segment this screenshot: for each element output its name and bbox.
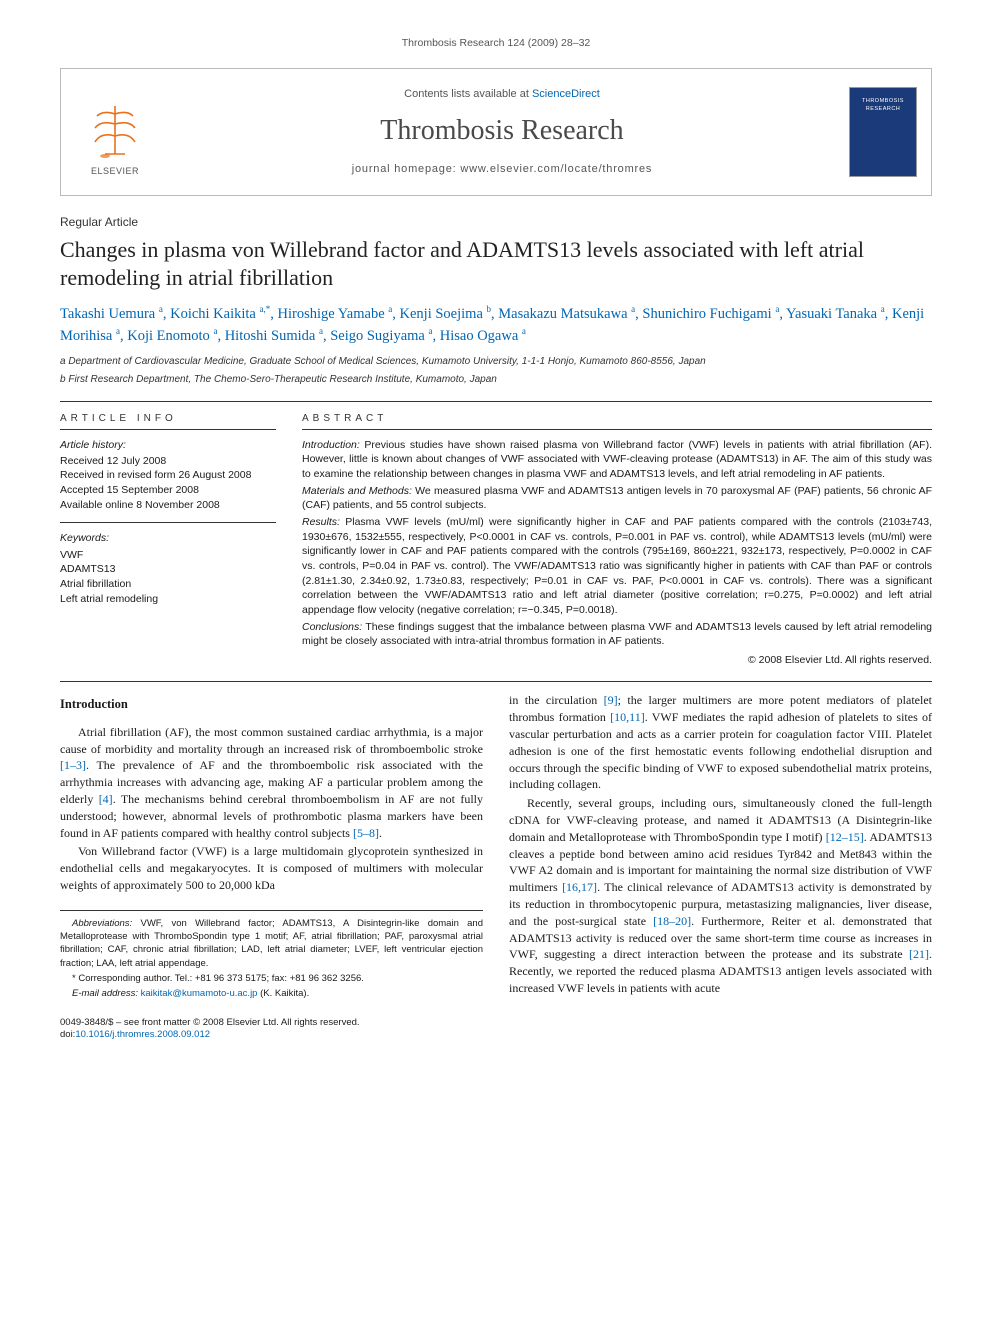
history-received: Received 12 July 2008 [60,454,276,469]
article-type: Regular Article [60,214,932,230]
citation-link[interactable]: [4] [99,792,113,806]
body-paragraph: Recently, several groups, including ours… [509,795,932,997]
keyword: VWF [60,548,276,563]
corr-text: Tel.: +81 96 373 5175; fax: +81 96 362 3… [172,973,364,984]
citation-link[interactable]: [16,17] [562,880,597,894]
sciencedirect-link[interactable]: ScienceDirect [532,88,600,100]
sciencedirect-line: Contents lists available at ScienceDirec… [404,87,600,102]
divider [60,681,932,682]
section-heading-introduction: Introduction [60,696,483,714]
elsevier-logo-icon: ELSEVIER [80,87,150,177]
running-header: Thrombosis Research 124 (2009) 28–32 [60,36,932,50]
abstract-heading: ABSTRACT [302,412,932,426]
history-accepted: Accepted 15 September 2008 [60,483,276,498]
history-online: Available online 8 November 2008 [60,498,276,513]
front-matter-line: 0049-3848/$ – see front matter © 2008 El… [60,1017,360,1030]
abstract-copyright: © 2008 Elsevier Ltd. All rights reserved… [302,653,932,667]
journal-homepage: journal homepage: www.elsevier.com/locat… [352,162,652,177]
abbrev-label: Abbreviations: [72,918,132,929]
footnotes-block: Abbreviations: VWF, von Willebrand facto… [60,910,483,1001]
citation-link[interactable]: [12–15] [826,830,864,844]
doi-line: doi:10.1016/j.thromres.2008.09.012 [60,1029,360,1042]
citation-link[interactable]: [21] [909,947,929,961]
footnote-email: E-mail address: kaikitak@kumamoto-u.ac.j… [60,987,483,1000]
doi-prefix: doi: [60,1029,75,1040]
body-paragraph: in the circulation [9]; the larger multi… [509,692,932,793]
abstract-paragraph: Results: Plasma VWF levels (mU/ml) were … [302,515,932,618]
footnote-corresponding: * Corresponding author. Tel.: +81 96 373… [60,972,483,985]
citation-link[interactable]: [10,11] [610,710,645,724]
abstract-paragraph: Materials and Methods: We measured plasm… [302,484,932,513]
history-label: Article history: [60,438,276,452]
keyword: ADAMTS13 [60,562,276,577]
body-paragraph: Von Willebrand factor (VWF) is a large m… [60,843,483,893]
footnote-abbreviations: Abbreviations: VWF, von Willebrand facto… [60,917,483,970]
masthead-center: Contents lists available at ScienceDirec… [169,69,835,195]
publisher-name: ELSEVIER [91,165,139,177]
keyword: Atrial fibrillation [60,577,276,592]
divider [60,401,932,402]
author-email-link[interactable]: kaikitak@kumamoto-u.ac.jp [141,988,258,999]
keywords-label: Keywords: [60,531,276,545]
abstract-paragraph: Introduction: Previous studies have show… [302,438,932,482]
abstract-block: ABSTRACT Introduction: Previous studies … [302,412,932,667]
citation-link[interactable]: [5–8] [353,826,379,840]
homepage-url: www.elsevier.com/locate/thromres [460,163,652,175]
cover-title: THROMBOSIS RESEARCH [850,98,916,113]
abstract-paragraph: Conclusions: These findings suggest that… [302,620,932,649]
publisher-logo-box: ELSEVIER [61,69,169,195]
article-info-heading: ARTICLE INFO [60,412,276,426]
doi-link[interactable]: 10.1016/j.thromres.2008.09.012 [75,1029,210,1040]
affiliation-a: a Department of Cardiovascular Medicine,… [60,355,932,369]
article-info-block: ARTICLE INFO Article history: Received 1… [60,412,276,667]
journal-masthead: ELSEVIER Contents lists available at Sci… [60,68,932,196]
corr-label: * Corresponding author. [72,973,172,984]
email-label: E-mail address: [72,988,138,999]
citation-link[interactable]: [9] [604,693,618,707]
email-suffix: (K. Kaikita). [257,988,309,999]
authors-line: Takashi Uemura a, Koichi Kaikita a,*, Hi… [60,303,932,347]
divider [60,522,276,523]
affiliation-b: b First Research Department, The Chemo-S… [60,373,932,387]
divider [60,429,276,430]
footer-left: 0049-3848/$ – see front matter © 2008 El… [60,1017,360,1043]
history-revised: Received in revised form 26 August 2008 [60,468,276,483]
homepage-prefix: journal homepage: [352,163,461,175]
article-title: Changes in plasma von Willebrand factor … [60,236,932,291]
divider [302,429,932,430]
cover-box: THROMBOSIS RESEARCH [835,69,931,195]
keyword: Left atrial remodeling [60,592,276,607]
journal-name: Thrombosis Research [380,112,623,150]
page-footer: 0049-3848/$ – see front matter © 2008 El… [60,1017,932,1043]
citation-link[interactable]: [18–20] [653,914,691,928]
citation-link[interactable]: [1–3] [60,758,86,772]
body-columns: Introduction Atrial fibrillation (AF), t… [60,692,932,1002]
sd-prefix: Contents lists available at [404,88,532,100]
journal-cover-icon: THROMBOSIS RESEARCH [849,87,917,177]
body-paragraph: Atrial fibrillation (AF), the most commo… [60,724,483,842]
